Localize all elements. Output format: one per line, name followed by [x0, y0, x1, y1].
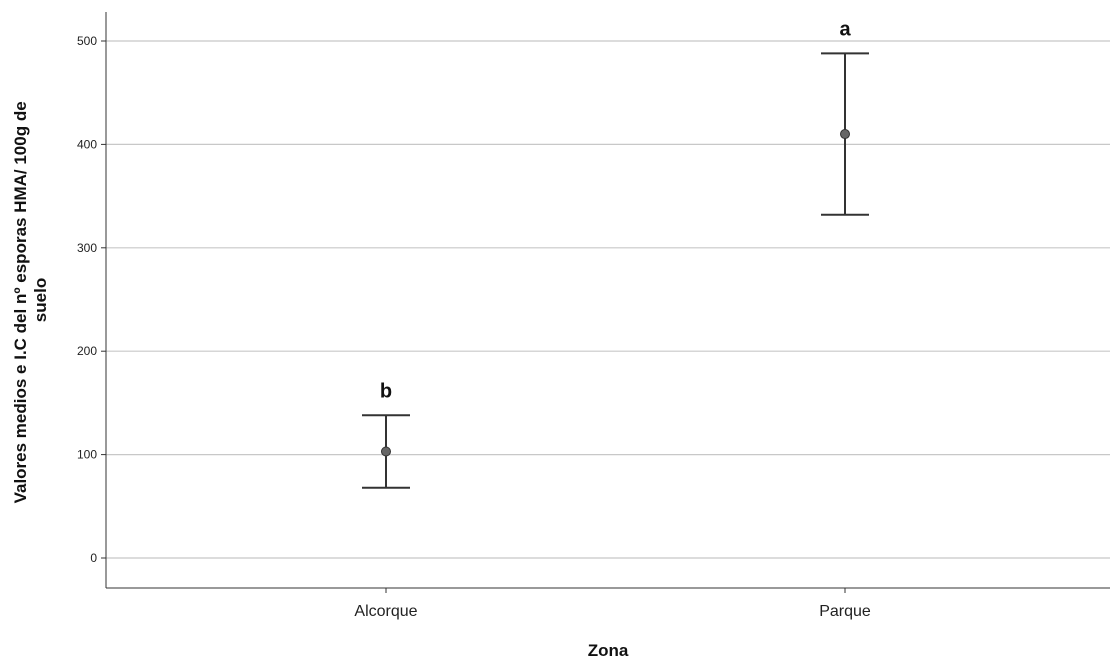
y-axis-title-line-2: suelo	[31, 278, 50, 322]
y-tick-label: 0	[90, 551, 97, 565]
mean-point	[381, 446, 391, 457]
error-bars	[362, 52, 869, 489]
y-tick-label: 200	[77, 344, 97, 358]
y-axis-title-line-1: Valores medios e I.C del nº esporas HMA/…	[11, 101, 30, 503]
significance-letter: a	[839, 18, 851, 40]
axes	[105, 12, 1110, 589]
y-axis-title: Valores medios e I.C del nº esporas HMA/…	[11, 97, 50, 504]
significance-letters: ba	[380, 18, 852, 402]
y-tick-label: 100	[77, 448, 97, 462]
x-tick-labels: Alcorque Parque	[354, 588, 871, 620]
x-tick-label: Alcorque	[354, 603, 417, 620]
significance-letter: b	[380, 380, 392, 402]
x-axis-title: Zona	[588, 641, 629, 660]
y-tick-labels: 0 100 200 300 400 500	[77, 34, 97, 565]
x-tick-label: Parque	[819, 603, 871, 620]
y-tick-label: 300	[77, 241, 97, 255]
mean-point	[840, 129, 850, 140]
gridlines	[101, 40, 1110, 559]
mean-points	[381, 129, 850, 457]
y-tick-label: 400	[77, 137, 97, 151]
y-tick-label: 500	[77, 34, 97, 48]
